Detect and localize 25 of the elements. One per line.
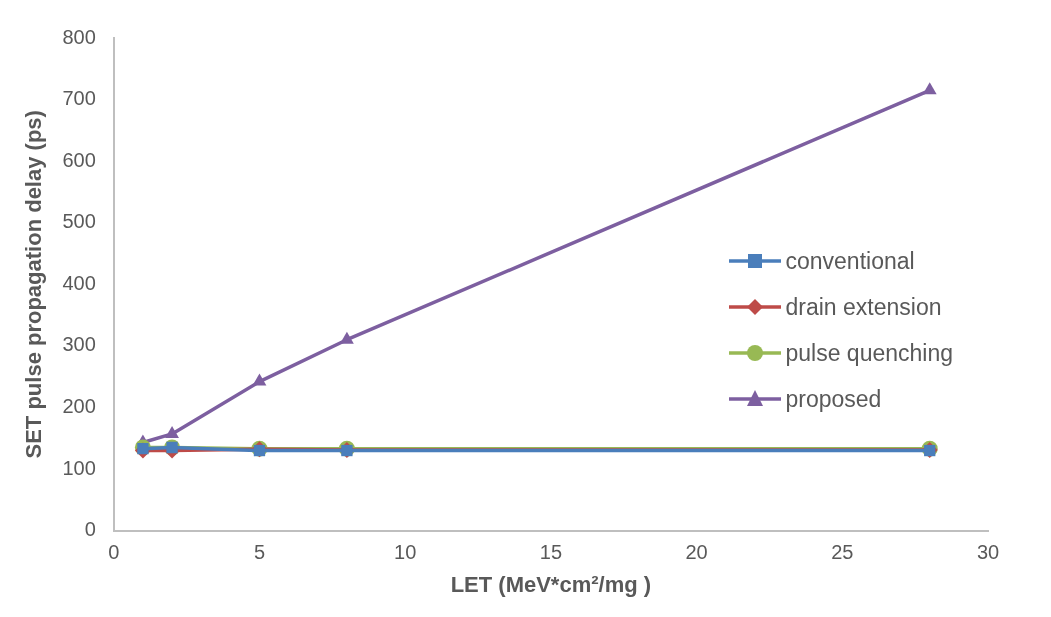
point [339,331,354,344]
y-tick-label: 700 [62,87,96,110]
legend-label: pulse quenching [785,339,953,367]
y-tick-label: 0 [84,518,96,541]
y-tick-label: 200 [62,394,96,417]
y-axis-title: SET pulse propagation delay (ps) [21,110,47,459]
x-axis-title: LET (MeV*cm²/mg ) [450,571,652,597]
y-tick-label: 500 [62,210,96,233]
legend-label: drain extension [785,293,942,321]
legend-label: proposed [785,385,882,413]
y-tick-label: 400 [62,271,96,294]
x-tick-label: 20 [685,541,708,564]
x-tick-label: 15 [539,541,563,564]
point [922,82,937,95]
x-tick-label: 0 [108,541,120,564]
x-tick-label: 10 [394,541,417,564]
y-tick-label: 300 [62,333,96,356]
y-tick-label: 600 [62,148,96,171]
x-tick-label: 30 [976,541,1000,564]
point [252,373,267,386]
y-tick-label: 100 [62,456,96,479]
x-tick-label: 25 [831,541,854,564]
y-tick-label: 800 [62,25,96,48]
legend-label: conventional [785,247,915,275]
x-tick-label: 5 [253,541,266,564]
